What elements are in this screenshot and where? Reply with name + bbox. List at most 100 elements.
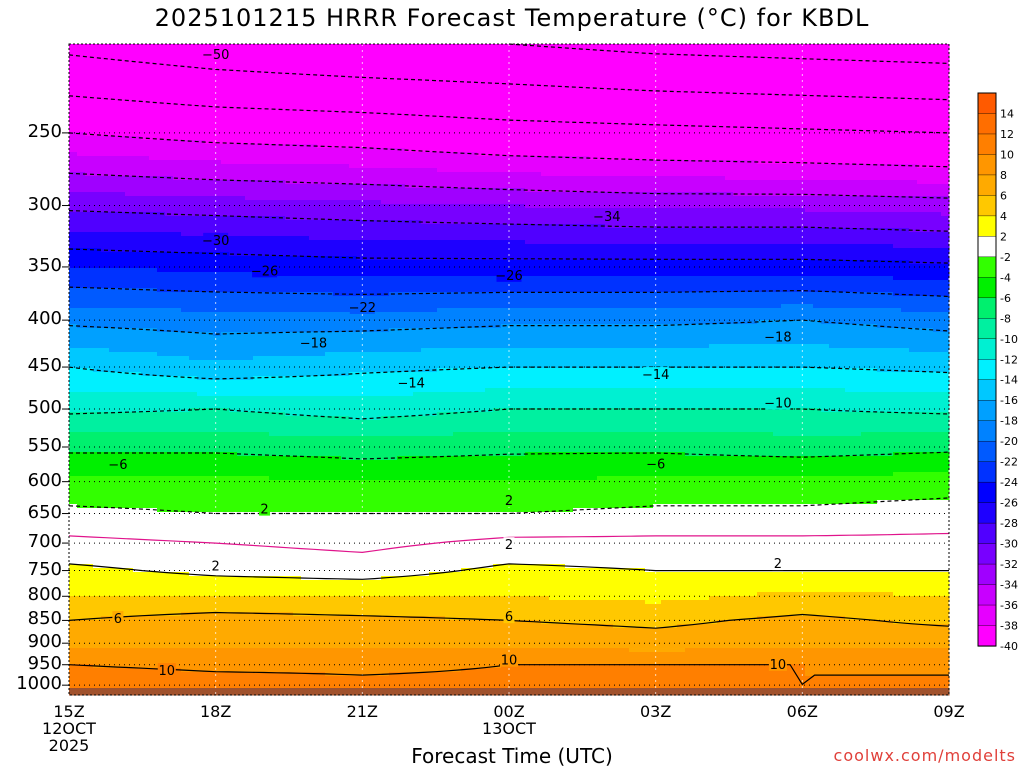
temperature-cell: [141, 380, 150, 385]
temperature-cell: [109, 240, 118, 245]
temperature-cell: [125, 164, 134, 169]
temperature-cell: [197, 100, 206, 105]
temperature-cell: [221, 276, 230, 281]
temperature-cell: [117, 136, 126, 141]
temperature-cell: [165, 348, 174, 353]
temperature-cell: [277, 372, 286, 377]
temperature-cell: [149, 652, 158, 657]
temperature-cell: [93, 488, 102, 493]
temperature-cell: [197, 468, 206, 473]
temperature-cell: [269, 476, 278, 481]
temperature-cell: [277, 424, 286, 429]
temperature-cell: [85, 252, 94, 257]
temperature-cell: [189, 300, 198, 305]
temperature-cell: [253, 504, 262, 509]
temperature-cell: [309, 428, 318, 433]
temperature-cell: [117, 164, 126, 169]
temperature-cell: [77, 424, 86, 429]
temperature-cell: [125, 656, 134, 661]
temperature-cell: [285, 508, 294, 513]
temperature-cell: [245, 520, 254, 525]
temperature-cell: [301, 196, 310, 201]
temperature-cell: [197, 688, 206, 693]
temperature-cell: [197, 608, 206, 613]
temperature-cell: [157, 320, 166, 325]
temperature-cell: [309, 44, 318, 49]
temperature-cell: [309, 64, 318, 69]
temperature-cell: [93, 104, 102, 109]
temperature-cell: [213, 104, 222, 109]
temperature-cell: [221, 372, 230, 377]
temperature-cell: [173, 60, 182, 65]
temperature-cell: [85, 180, 94, 185]
temperature-cell: [237, 288, 246, 293]
temperature-cell: [133, 424, 142, 429]
temperature-cell: [109, 668, 118, 673]
temperature-cell: [125, 248, 134, 253]
temperature-cell: [173, 128, 182, 133]
temperature-cell: [133, 268, 142, 273]
temperature-cell: [117, 76, 126, 81]
temperature-cell: [173, 384, 182, 389]
temperature-cell: [197, 324, 206, 329]
temperature-cell: [109, 276, 118, 281]
temperature-cell: [277, 344, 286, 349]
temperature-cell: [189, 284, 198, 289]
temperature-cell: [213, 136, 222, 141]
temperature-cell: [133, 484, 142, 489]
temperature-cell: [245, 220, 254, 225]
temperature-cell: [149, 236, 158, 241]
temperature-cell: [117, 444, 126, 449]
temperature-cell: [261, 252, 270, 257]
temperature-cell: [77, 336, 86, 341]
temperature-cell: [213, 68, 222, 73]
temperature-cell: [221, 484, 230, 489]
temperature-cell: [301, 120, 310, 125]
temperature-cell: [133, 312, 142, 317]
temperature-cell: [197, 236, 206, 241]
temperature-cell: [293, 296, 302, 301]
temperature-cell: [189, 320, 198, 325]
temperature-cell: [93, 552, 102, 557]
temperature-cell: [101, 328, 110, 333]
temperature-cell: [309, 348, 318, 353]
temperature-cell: [133, 316, 142, 321]
temperature-cell: [261, 524, 270, 529]
temperature-cell: [101, 496, 110, 501]
temperature-cell: [285, 380, 294, 385]
temperature-cell: [77, 360, 86, 365]
temperature-cell: [141, 412, 150, 417]
temperature-cell: [117, 128, 126, 133]
temperature-cell: [269, 604, 278, 609]
temperature-cell: [285, 588, 294, 593]
temperature-cell: [149, 184, 158, 189]
temperature-cell: [245, 536, 254, 541]
temperature-cell: [285, 556, 294, 561]
temperature-cell: [109, 680, 118, 685]
temperature-cell: [205, 328, 214, 333]
temperature-cell: [197, 556, 206, 561]
temperature-cell: [133, 152, 142, 157]
temperature-cell: [85, 172, 94, 177]
temperature-cell: [277, 688, 286, 693]
temperature-cell: [165, 580, 174, 585]
temperature-cell: [109, 648, 118, 653]
temperature-cell: [301, 216, 310, 221]
temperature-cell: [149, 52, 158, 57]
temperature-cell: [109, 96, 118, 101]
temperature-cell: [205, 588, 214, 593]
temperature-cell: [293, 500, 302, 505]
temperature-cell: [285, 344, 294, 349]
temperature-cell: [221, 512, 230, 517]
temperature-cell: [181, 68, 190, 73]
temperature-cell: [197, 200, 206, 205]
temperature-cell: [205, 128, 214, 133]
temperature-cell: [69, 52, 78, 57]
temperature-cell: [133, 160, 142, 165]
temperature-cell: [149, 88, 158, 93]
temperature-cell: [165, 180, 174, 185]
temperature-cell: [253, 80, 262, 85]
temperature-cell: [117, 124, 126, 129]
temperature-cell: [93, 668, 102, 673]
temperature-cell: [189, 448, 198, 453]
